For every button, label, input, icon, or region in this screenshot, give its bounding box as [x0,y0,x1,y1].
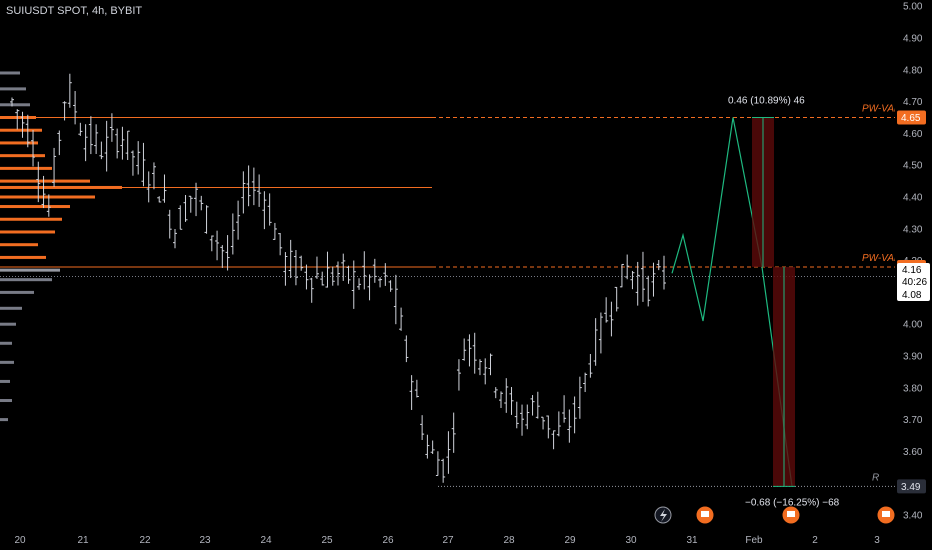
bid-price-value: 4.08 [902,290,922,301]
lightning-glyph [660,509,667,522]
volume-profile-bar [0,306,22,310]
y-tick-label: 4.00 [903,320,923,331]
volume-profile-bar [0,195,95,199]
x-tick-label: 29 [564,535,576,546]
y-tick-label: 5.00 [903,2,923,13]
y-tick-label: 3.90 [903,352,923,363]
x-tick-label: 23 [199,535,211,546]
flag-glyph [882,511,890,517]
y-tick-label: 4.30 [903,224,923,235]
volume-profile-bar [0,205,70,209]
volume-profile [0,71,122,422]
y-tick-label: 4.70 [903,97,923,108]
y-tick-label: 3.80 [903,383,923,394]
x-tick-label: 28 [503,535,515,546]
volume-profile-bar [0,154,45,158]
volume-profile-bar [0,179,90,183]
volume-profile-bar [0,255,46,259]
volume-profile-bar [0,243,38,247]
projection-path [671,117,793,487]
x-axis: 20 21 22 23 24 25 26 27 28 29 30 31 Feb 2 3 [14,506,895,546]
r-level-badge-bg [897,479,926,494]
current-price-value: 4.16 [902,265,922,276]
volume-profile-bar [0,322,16,326]
x-tick-label: 22 [139,535,151,546]
x-tick-label: 25 [321,535,333,546]
countdown-timer: 40:26 [902,277,927,288]
flag-glyph [701,511,709,517]
r-level-label: R [872,472,879,483]
pw-vah-label: PW-VAH [862,104,902,115]
volume-profile-bar [0,379,10,383]
x-tick-label: Feb [745,535,763,546]
volume-profile-bar [0,87,26,91]
y-tick-label: 3.40 [903,511,923,522]
y-tick-label: 4.80 [903,65,923,76]
x-tick-label: 26 [382,535,394,546]
volume-profile-bar [0,128,42,132]
pw-val-label: PW-VAL [862,253,900,264]
y-axis: 3.403.503.603.703.803.904.004.104.204.30… [895,0,932,530]
x-tick-label: 20 [14,535,26,546]
x-tick-label: 31 [686,535,698,546]
volume-profile-bar [0,166,52,170]
current-price-box [897,263,930,301]
volume-profile-bar [0,418,8,422]
chart-title: SUIUSDT SPOT, 4h, BYBIT [6,5,143,17]
y-tick-label: 4.90 [903,34,923,45]
pw-vah-badge: 4.65 [901,113,921,124]
y-tick-label: 4.60 [903,129,923,140]
volume-profile-bar [0,103,30,107]
measure-up-label: 0.46 (10.89%) 46 [728,96,805,107]
x-tick-label: 24 [260,535,272,546]
flag-glyph [787,511,795,517]
x-tick-label: 21 [77,535,89,546]
measure-down-label: −0.68 (−16.25%) −68 [745,497,840,508]
level-lines: PW-VAH PW-VAL R [0,104,902,487]
x-tick-label: 30 [625,535,637,546]
volume-profile-bar [0,360,14,364]
pw-vah-badge-bg [897,110,926,125]
volume-profile-bar [0,230,55,234]
y-tick-label: 3.60 [903,447,923,458]
volume-profile-bar [0,268,60,272]
volume-profile-bar [0,141,38,145]
volume-profile-bar [0,399,12,403]
volume-profile-bar [0,341,12,345]
candles [10,73,666,483]
x-tick-label: 2 [812,535,818,546]
y-tick-label: 4.40 [903,193,923,204]
volume-profile-bar [0,71,20,75]
volume-profile-bar [0,290,34,294]
r-level-badge: 3.49 [901,482,921,493]
volume-profile-bar [0,278,52,282]
y-tick-label: 4.50 [903,161,923,172]
x-tick-label: 3 [874,535,880,546]
y-tick-label: 3.70 [903,415,923,426]
x-tick-label: 27 [442,535,454,546]
volume-profile-bar [0,217,62,221]
projection: 0.46 (10.89%) 46 −0.68 (−16.25%) −68 [671,96,840,508]
